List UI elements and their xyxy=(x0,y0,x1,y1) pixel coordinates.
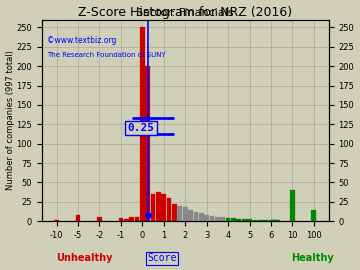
Bar xyxy=(172,204,177,221)
Bar xyxy=(194,212,198,221)
Bar xyxy=(269,220,273,221)
Bar xyxy=(270,220,275,221)
Bar xyxy=(76,215,80,221)
Bar xyxy=(220,217,225,221)
Bar xyxy=(204,215,209,221)
Text: ©www.textbiz.org: ©www.textbiz.org xyxy=(47,36,117,45)
Bar xyxy=(151,194,156,221)
Text: Healthy: Healthy xyxy=(292,254,334,264)
Title: Z-Score Histogram for NRZ (2016): Z-Score Histogram for NRZ (2016) xyxy=(78,6,292,19)
Bar xyxy=(226,218,230,221)
Bar xyxy=(290,190,295,221)
Bar xyxy=(237,219,241,221)
Text: 0.25: 0.25 xyxy=(127,123,154,133)
Bar xyxy=(124,219,129,221)
Text: Sector: Financials: Sector: Financials xyxy=(136,8,234,18)
Bar xyxy=(271,220,276,221)
Text: Unhealthy: Unhealthy xyxy=(56,254,112,264)
Bar xyxy=(97,217,102,221)
Bar xyxy=(252,220,257,221)
Bar xyxy=(231,218,236,221)
Bar xyxy=(263,220,268,221)
Bar xyxy=(140,28,145,221)
Bar xyxy=(199,213,204,221)
Bar xyxy=(135,217,139,221)
Text: Score: Score xyxy=(148,254,177,264)
Bar xyxy=(118,218,123,221)
Bar xyxy=(258,220,262,221)
Bar xyxy=(161,194,166,221)
Bar xyxy=(145,66,150,221)
Bar xyxy=(247,219,252,221)
Bar xyxy=(54,220,59,221)
Bar xyxy=(177,206,182,221)
Y-axis label: Number of companies (997 total): Number of companies (997 total) xyxy=(5,50,14,190)
Bar xyxy=(167,198,171,221)
Bar xyxy=(210,216,214,221)
Text: The Research Foundation of SUNY: The Research Foundation of SUNY xyxy=(47,52,166,58)
Bar xyxy=(156,192,161,221)
Bar xyxy=(311,210,316,221)
Bar xyxy=(273,220,277,221)
Bar xyxy=(275,220,280,221)
Bar xyxy=(215,217,220,221)
Bar xyxy=(242,219,247,221)
Bar xyxy=(183,207,188,221)
Bar xyxy=(129,217,134,221)
Bar xyxy=(274,220,279,221)
Bar xyxy=(188,210,193,221)
